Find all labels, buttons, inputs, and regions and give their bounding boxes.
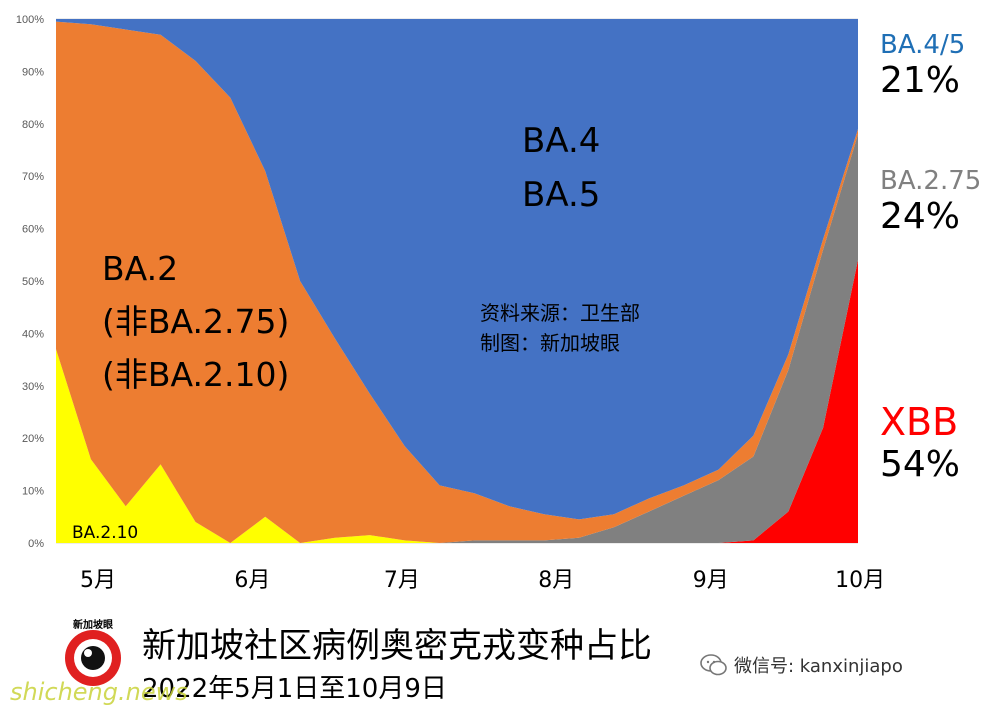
y-tick-label: 30% bbox=[22, 381, 44, 393]
y-tick-label: 0% bbox=[28, 538, 44, 550]
annotation-source: 资料来源：卫生部 bbox=[480, 301, 640, 325]
y-tick-label: 60% bbox=[22, 224, 44, 236]
wechat-watermark: 微信号: kanxinjiapo bbox=[700, 652, 903, 678]
x-month-label: 7月 bbox=[384, 568, 420, 593]
area-chart: 0% 10% 20% 30% 40% 50% 60% 70% 80% 90% 100% 5月 6月 7月… bbox=[16, 14, 885, 593]
legend-ba45-name: BA.4/5 bbox=[880, 30, 966, 60]
y-tick-label: 20% bbox=[22, 433, 44, 445]
y-tick-label: 80% bbox=[22, 119, 44, 131]
y-tick-label: 90% bbox=[22, 66, 44, 78]
y-axis-ticks: 0% 10% 20% 30% 40% 50% 60% 70% 80% 90% 100% bbox=[16, 14, 44, 550]
y-tick-label: 40% bbox=[22, 328, 44, 340]
annotation-not-ba275: (非BA.2.75) bbox=[102, 302, 289, 341]
y-tick-label: 70% bbox=[22, 171, 44, 183]
annotation-ba4: BA.4 bbox=[522, 121, 600, 161]
legend-xbb: XBB 54% bbox=[880, 400, 960, 485]
x-month-label: 6月 bbox=[234, 568, 270, 593]
chart-title: 新加坡社区病例奥密克戎变种占比 bbox=[142, 626, 652, 666]
annotation-ba2: BA.2 bbox=[102, 249, 178, 288]
chart-annotations: BA.4 BA.5 BA.2 (非BA.2.75) (非BA.2.10) 资料来… bbox=[72, 121, 640, 543]
legend-ba45: BA.4/5 21% bbox=[880, 30, 965, 101]
annotation-ba5: BA.5 bbox=[522, 175, 600, 215]
x-axis-month-labels: 5月 6月 7月 8月 9月 10月 bbox=[80, 568, 885, 593]
legend-ba45-pct: 21% bbox=[880, 60, 961, 101]
site-watermark: shicheng.news bbox=[10, 678, 188, 706]
x-month-label: 10月 bbox=[835, 568, 885, 593]
wechat-label: 微信号: kanxinjiapo bbox=[734, 656, 903, 677]
annotation-not-ba210: (非BA.2.10) bbox=[102, 355, 289, 394]
area-ba-2-10 bbox=[56, 349, 858, 543]
annotation-ba210: BA.2.10 bbox=[72, 523, 138, 543]
legend-ba275-name: BA.2.75 bbox=[880, 166, 982, 196]
chart-subtitle: 2022年5月1日至10月9日 bbox=[142, 674, 447, 704]
x-month-label: 5月 bbox=[80, 568, 116, 593]
logo-text: 新加坡眼 bbox=[73, 620, 113, 631]
y-tick-label: 50% bbox=[22, 276, 44, 288]
legend-xbb-pct: 54% bbox=[880, 444, 961, 485]
legend-ba275-pct: 24% bbox=[880, 196, 961, 237]
area-ba-2 bbox=[56, 21, 858, 544]
x-month-label: 9月 bbox=[693, 568, 729, 593]
y-tick-label: 100% bbox=[16, 14, 44, 26]
legend-xbb-name: XBB bbox=[880, 400, 959, 444]
x-month-label: 8月 bbox=[538, 568, 574, 593]
area-ba-4-5 bbox=[56, 19, 858, 520]
y-tick-label: 10% bbox=[22, 486, 44, 498]
area-ba-2-75 bbox=[56, 134, 858, 544]
annotation-credit: 制图：新加坡眼 bbox=[480, 331, 620, 355]
wechat-icon bbox=[700, 654, 727, 676]
legend-ba275: BA.2.75 24% bbox=[880, 166, 981, 237]
logo-icon bbox=[65, 630, 121, 686]
area-series bbox=[56, 19, 858, 544]
